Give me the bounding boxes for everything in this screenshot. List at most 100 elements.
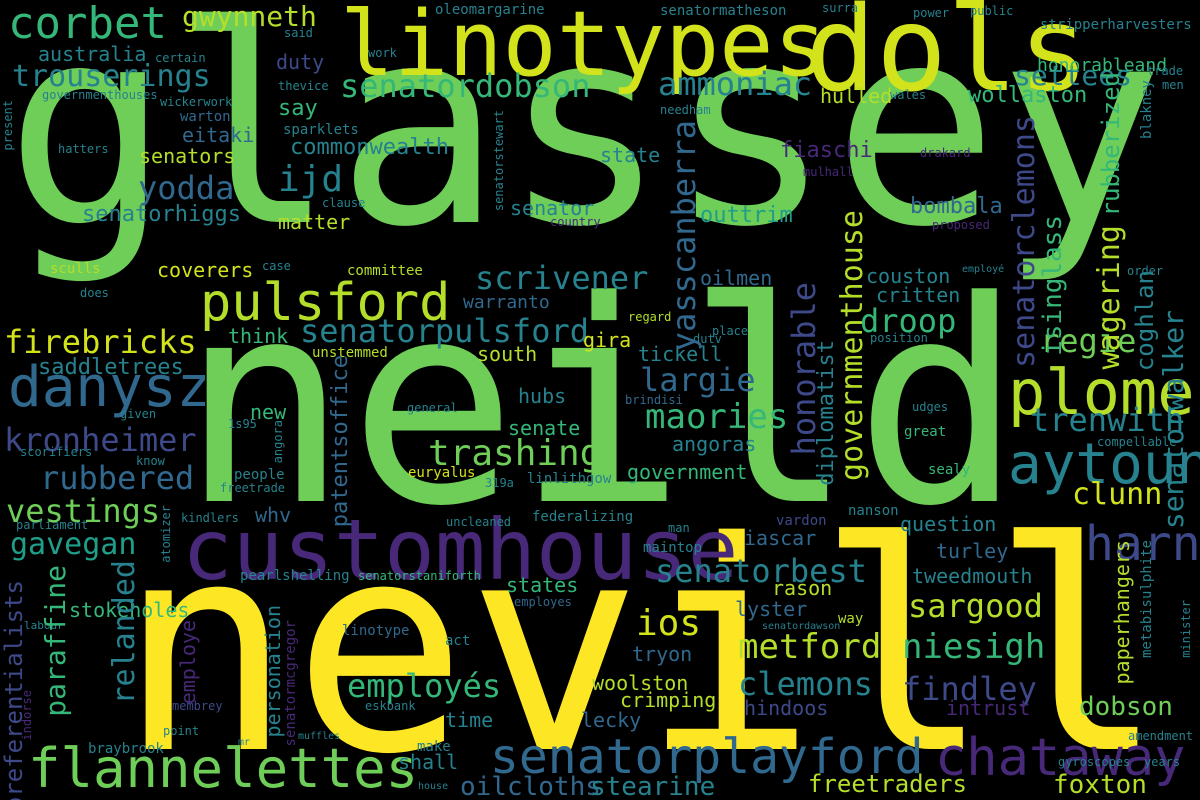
- word-ijd: ijd: [278, 159, 344, 200]
- word-customhouse: customhouse: [182, 501, 739, 599]
- word-order: order: [1127, 264, 1164, 278]
- word-act: act: [445, 633, 471, 649]
- word-state: state: [600, 143, 661, 167]
- word-metford: metford: [738, 627, 882, 667]
- word-minister: minister: [1179, 600, 1193, 658]
- word-gira: gira: [583, 328, 632, 352]
- word-kindlers: kindlers: [181, 511, 239, 525]
- word-rubberized: rubberized: [1097, 72, 1125, 217]
- word-make: make: [417, 739, 451, 755]
- word-warton: warton: [180, 109, 231, 125]
- word-pulsford: pulsford: [200, 273, 451, 333]
- word-amendment: amendment: [1128, 729, 1194, 743]
- word-neild: neild: [180, 242, 1023, 568]
- word-unstemmed: unstemmed: [312, 345, 388, 361]
- word-senatormatheson: senatormatheson: [660, 3, 787, 19]
- word-gyroscopes: gyroscopes: [1058, 755, 1131, 769]
- word-mulhall: mulhall: [803, 165, 854, 179]
- word-trouserings: trouserings: [12, 59, 211, 94]
- word-hulled: hulled: [820, 84, 893, 108]
- word-aytoun: aytoun: [1008, 432, 1200, 497]
- word-know: know: [136, 454, 165, 468]
- word-stearine: stearine: [590, 772, 716, 800]
- word-atomizer: atomizer: [159, 505, 173, 563]
- word-319a: 319a: [485, 476, 514, 490]
- word-tweedmouth: tweedmouth: [912, 564, 1033, 588]
- word-senatorplayford: senatorplayford: [490, 729, 924, 785]
- word-wales: wales: [890, 88, 927, 102]
- word-way: way: [838, 611, 864, 627]
- word-stokeholes: stokeholes: [69, 598, 190, 622]
- word-shall: shall: [398, 750, 459, 774]
- word-think: think: [228, 324, 289, 348]
- word-sparklets: sparklets: [283, 122, 359, 138]
- word-senatorstewart: senatorstewart: [492, 110, 506, 212]
- word-iascar: iascar: [744, 526, 817, 550]
- word-house: house: [418, 781, 449, 792]
- word-isinglass: isinglass: [1038, 215, 1068, 356]
- word-intrust: intrust: [946, 696, 1031, 720]
- word-sealy: sealy: [928, 462, 971, 478]
- word-work: work: [368, 46, 397, 60]
- word-senatorbest: senatorbest: [655, 552, 867, 590]
- word-brindisi: brindisi: [625, 393, 683, 407]
- word-dobson: dobson: [1079, 692, 1173, 722]
- word-clause: clause: [322, 196, 366, 210]
- word-muffles: muffles: [298, 731, 341, 742]
- word-government: government: [627, 460, 748, 484]
- word-compellable: compellable: [1097, 435, 1177, 449]
- word-trenwith: trenwith: [1030, 401, 1185, 439]
- word-surra: surra: [822, 1, 859, 15]
- word-paraffine: paraffine: [39, 565, 72, 717]
- word-niesigh: niesigh: [902, 627, 1046, 667]
- word-indorse: indorse: [20, 690, 34, 741]
- word-freetraders: freetraders: [808, 770, 967, 798]
- word-linotype: linotype: [342, 623, 410, 639]
- word-senatorpulsford: senatorpulsford: [300, 312, 589, 350]
- word-honorableand: honorableand: [1037, 55, 1168, 76]
- word-freetrade: freetrade: [220, 481, 286, 495]
- word-oilcloths: oilcloths: [460, 772, 601, 800]
- word-linlithgow: linlithgow: [527, 471, 612, 487]
- word-men: men: [1162, 78, 1184, 92]
- word-present: present: [1, 100, 15, 151]
- word-senatorhiggs: senatorhiggs: [82, 202, 241, 227]
- word-does: does: [80, 286, 109, 300]
- word-whv: whv: [255, 503, 292, 527]
- word-given: given: [120, 407, 157, 421]
- word-thevice: thevice: [278, 79, 329, 93]
- word-uncleaned: uncleaned: [446, 515, 512, 529]
- word-flannelettes: flannelettes: [28, 737, 419, 800]
- word-scorifiers: scorifiers: [20, 445, 93, 459]
- word-drakard: drakard: [920, 146, 971, 160]
- word-duty: duty: [276, 50, 325, 74]
- word-man: man: [668, 521, 690, 535]
- word-patentsoffice: patentsoffice: [328, 355, 353, 528]
- word-yasscanberra: yasscanberra: [665, 120, 703, 352]
- word-senatordobson: senatordobson: [340, 67, 591, 105]
- word-corbet: corbet: [8, 0, 167, 49]
- word-hindoos: hindoos: [744, 696, 829, 720]
- word-employé: employé: [962, 264, 1005, 275]
- word-metabisulphite: metabisulphite: [1139, 540, 1155, 659]
- word-wollaston: wollaston: [968, 83, 1088, 108]
- word-say: say: [278, 96, 318, 121]
- word-pearlshelling: pearlshelling: [240, 568, 350, 584]
- word-rubbered: rubbered: [40, 459, 195, 497]
- word-regie: regie: [1040, 322, 1137, 360]
- word-senatordawson: senatordawson: [762, 621, 841, 632]
- word-scrivener: scrivener: [475, 259, 649, 297]
- word-proposed: proposed: [932, 218, 990, 232]
- word-senatorclemons: senatorclemons: [1007, 115, 1042, 368]
- word-turley: turley: [936, 539, 1009, 563]
- word-harney: harney: [1085, 516, 1200, 572]
- word-maintop: maintop: [643, 540, 703, 556]
- word-parliament: parliament: [16, 518, 89, 532]
- word-governmenthouses: governmenthouses: [42, 88, 158, 102]
- word-oleomargarine: oleomargarine: [435, 2, 545, 18]
- word-relanded: relanded: [107, 560, 142, 705]
- word-employes: employes: [514, 595, 572, 609]
- word-membrey: membrey: [172, 699, 223, 713]
- word-committee: committee: [347, 263, 423, 279]
